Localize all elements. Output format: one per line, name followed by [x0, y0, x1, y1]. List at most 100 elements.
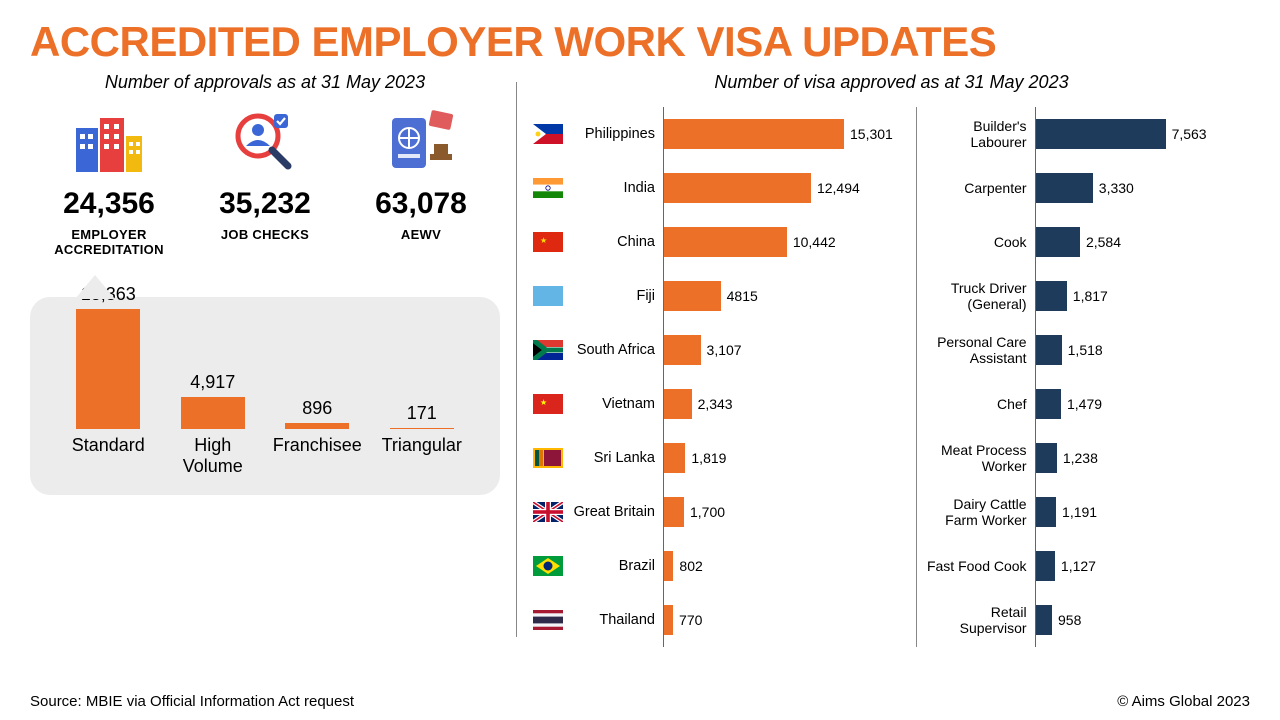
- occupation-label: Retail Supervisor: [923, 604, 1035, 636]
- bar-rect: [664, 227, 787, 257]
- breakdown-chart: 18,363Standard4,917High Volume896Franchi…: [58, 319, 472, 477]
- occupation-row-builder-s-labourer: Builder's Labourer7,563: [923, 107, 1250, 161]
- bar-track: 7,563: [1035, 107, 1250, 161]
- bar-rect: [664, 497, 684, 527]
- bar-value: 4815: [727, 288, 758, 304]
- bar-track: 15,301: [663, 107, 910, 161]
- country-row-vietnam: ★Vietnam2,343: [533, 377, 910, 431]
- occupation-label: Builder's Labourer: [923, 118, 1035, 150]
- bar-label: Standard: [72, 435, 145, 477]
- bar-value: 1,191: [1062, 504, 1097, 520]
- occupation-row-meat-process-worker: Meat Process Worker1,238: [923, 431, 1250, 485]
- bar-rect: [1036, 389, 1061, 419]
- kpi-row: 24,356 EMPLOYER ACCREDITATION 35,232 JOB…: [30, 107, 500, 257]
- left-panel: Number of approvals as at 31 May 2023: [30, 72, 500, 647]
- bar-rect: [664, 389, 692, 419]
- bar-track: 770: [663, 593, 910, 647]
- left-subtitle: Number of approvals as at 31 May 2023: [30, 72, 500, 93]
- bar-rect: [285, 423, 349, 429]
- bar-label: Franchisee: [273, 435, 362, 477]
- country-row-thailand: Thailand770: [533, 593, 910, 647]
- occupation-row-fast-food-cook: Fast Food Cook1,127: [923, 539, 1250, 593]
- country-row-south-africa: South Africa 3,107: [533, 323, 910, 377]
- passport-stamp-icon: [348, 107, 494, 177]
- bar-franchisee: 896Franchisee: [267, 398, 368, 477]
- occupation-row-carpenter: Carpenter3,330: [923, 161, 1250, 215]
- country-label: Philippines: [571, 126, 663, 142]
- bar-track: 1,700: [663, 485, 910, 539]
- bar-rect: [664, 443, 685, 473]
- kpi-label: EMPLOYER ACCREDITATION: [36, 227, 182, 257]
- bar-value: 171: [407, 403, 437, 424]
- right-panel: Number of visa approved as at 31 May 202…: [533, 72, 1250, 647]
- occupation-label: Truck Driver (General): [923, 280, 1035, 312]
- kpi-label: AEWV: [348, 227, 494, 242]
- right-subtitle: Number of visa approved as at 31 May 202…: [533, 72, 1250, 93]
- country-label: South Africa: [571, 342, 663, 358]
- occupation-row-dairy-cattle-farm-worker: Dairy Cattle Farm Worker1,191: [923, 485, 1250, 539]
- bar-value: 1,817: [1073, 288, 1108, 304]
- bar-value: 2,343: [698, 396, 733, 412]
- bar-track: 1,127: [1035, 539, 1250, 593]
- country-label: Sri Lanka: [571, 450, 663, 466]
- flag-icon: [533, 124, 563, 144]
- country-label: Brazil: [571, 558, 663, 574]
- occupation-row-personal-care-assistant: Personal Care Assistant1,518: [923, 323, 1250, 377]
- flag-icon: [533, 502, 563, 522]
- occupation-row-retail-supervisor: Retail Supervisor 958: [923, 593, 1250, 647]
- chart-divider: [916, 107, 917, 647]
- bar-track: 1,518: [1035, 323, 1250, 377]
- bar-label: Triangular: [382, 435, 462, 477]
- bar-value: 10,442: [793, 234, 836, 250]
- bar-rect: [664, 119, 844, 149]
- bar-label: High Volume: [163, 435, 264, 477]
- bar-rect: [1036, 281, 1067, 311]
- kpi-label: JOB CHECKS: [192, 227, 338, 242]
- flag-icon: [533, 556, 563, 576]
- bar-value: 1,127: [1061, 558, 1096, 574]
- bar-value: 1,700: [690, 504, 725, 520]
- bar-track: 1,238: [1035, 431, 1250, 485]
- bar-value: 3,107: [707, 342, 742, 358]
- bar-value: 1,479: [1067, 396, 1102, 412]
- bar-track: 2,584: [1035, 215, 1250, 269]
- bar-rect: [664, 173, 811, 203]
- vertical-divider: [516, 82, 517, 637]
- occupation-label: Cook: [923, 234, 1035, 250]
- bar-value: 12,494: [817, 180, 860, 196]
- kpi-value: 63,078: [348, 187, 494, 221]
- country-row-great-britain: Great Britain1,700: [533, 485, 910, 539]
- flag-icon: ★: [533, 232, 563, 252]
- source-text: Source: MBIE via Official Information Ac…: [30, 693, 354, 710]
- bar-value: 2,584: [1086, 234, 1121, 250]
- bar-value: 4,917: [190, 372, 235, 393]
- bar-value: 958: [1058, 612, 1081, 628]
- bar-rect: [1036, 227, 1080, 257]
- country-label: China: [571, 234, 663, 250]
- occupation-label: Meat Process Worker: [923, 442, 1035, 474]
- bar-track: 802: [663, 539, 910, 593]
- country-label: Fiji: [571, 288, 663, 304]
- bar-value: 1,819: [691, 450, 726, 466]
- country-row-fiji: Fiji 4815: [533, 269, 910, 323]
- bar-rect: [1036, 497, 1056, 527]
- bar-rect: [1036, 605, 1052, 635]
- svg-text:★: ★: [540, 398, 547, 407]
- flag-icon: [533, 610, 563, 630]
- bar-rect: [390, 428, 454, 429]
- flag-icon: [533, 340, 563, 360]
- bar-rect: [1036, 443, 1057, 473]
- kpi-value: 35,232: [192, 187, 338, 221]
- bar-rect: [664, 281, 721, 311]
- countries-chart: Philippines15,301India12,494★China10,442…: [533, 107, 910, 647]
- copyright-text: © Aims Global 2023: [1117, 693, 1250, 710]
- bar-track: 958: [1035, 593, 1250, 647]
- occupation-row-cook: Cook 2,584: [923, 215, 1250, 269]
- breakdown-bubble: 18,363Standard4,917High Volume896Franchi…: [30, 297, 500, 495]
- kpi-job-checks: 35,232 JOB CHECKS: [192, 107, 338, 257]
- bar-track: 3,330: [1035, 161, 1250, 215]
- country-row-brazil: Brazil802: [533, 539, 910, 593]
- bar-rect: [181, 397, 245, 429]
- bar-rect: [664, 551, 673, 581]
- flag-icon: ★: [533, 394, 563, 414]
